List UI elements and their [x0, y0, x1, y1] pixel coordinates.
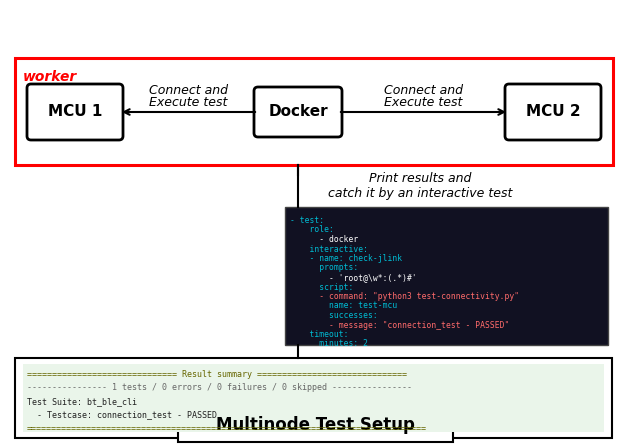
- Text: MCU 1: MCU 1: [48, 104, 102, 120]
- Text: - Testcase: connection_test - PASSED: - Testcase: connection_test - PASSED: [27, 410, 217, 420]
- Text: timeout:: timeout:: [290, 330, 348, 339]
- Text: ---------------- 1 tests / 0 errors / 0 failures / 0 skipped ----------------: ---------------- 1 tests / 0 errors / 0 …: [27, 384, 412, 392]
- Text: catch it by an interactive test: catch it by an interactive test: [328, 186, 512, 199]
- Text: ============================== Result summary ==============================: ============================== Result su…: [27, 370, 407, 379]
- Text: name: test-mcu: name: test-mcu: [290, 301, 398, 310]
- FancyBboxPatch shape: [285, 207, 608, 345]
- Text: MCU 2: MCU 2: [526, 104, 581, 120]
- Text: prompts:: prompts:: [290, 264, 359, 273]
- Text: - name: check-jlink: - name: check-jlink: [290, 254, 402, 263]
- Text: worker: worker: [23, 70, 77, 84]
- Text: minutes: 2: minutes: 2: [290, 339, 368, 348]
- Text: - 'root@\w*:(.*)#': - 'root@\w*:(.*)#': [290, 273, 417, 282]
- FancyBboxPatch shape: [178, 408, 453, 442]
- FancyBboxPatch shape: [15, 58, 613, 165]
- Text: script:: script:: [290, 282, 353, 292]
- FancyBboxPatch shape: [27, 84, 123, 140]
- FancyBboxPatch shape: [15, 358, 612, 438]
- Text: Multinode Test Setup: Multinode Test Setup: [216, 416, 415, 434]
- Text: - docker: - docker: [290, 235, 359, 244]
- Text: Execute test: Execute test: [384, 95, 463, 108]
- Text: Print results and: Print results and: [369, 172, 471, 185]
- Text: Execute test: Execute test: [149, 95, 228, 108]
- Text: - test:: - test:: [290, 216, 324, 225]
- Text: - command: "python3 test-connectivity.py": - command: "python3 test-connectivity.py…: [290, 292, 519, 301]
- FancyBboxPatch shape: [23, 364, 604, 432]
- Text: Connect and: Connect and: [384, 83, 463, 96]
- Text: role:: role:: [290, 226, 334, 235]
- Text: Connect and: Connect and: [149, 83, 228, 96]
- Text: successes:: successes:: [290, 311, 378, 320]
- FancyBboxPatch shape: [505, 84, 601, 140]
- FancyBboxPatch shape: [254, 87, 342, 137]
- Text: Docker: Docker: [268, 104, 328, 120]
- Text: - message: "connection_test - PASSED": - message: "connection_test - PASSED": [290, 321, 509, 330]
- Text: interactive:: interactive:: [290, 244, 368, 253]
- Text: ================================================================================: ========================================…: [27, 424, 427, 433]
- Text: Test Suite: bt_ble_cli: Test Suite: bt_ble_cli: [27, 397, 137, 406]
